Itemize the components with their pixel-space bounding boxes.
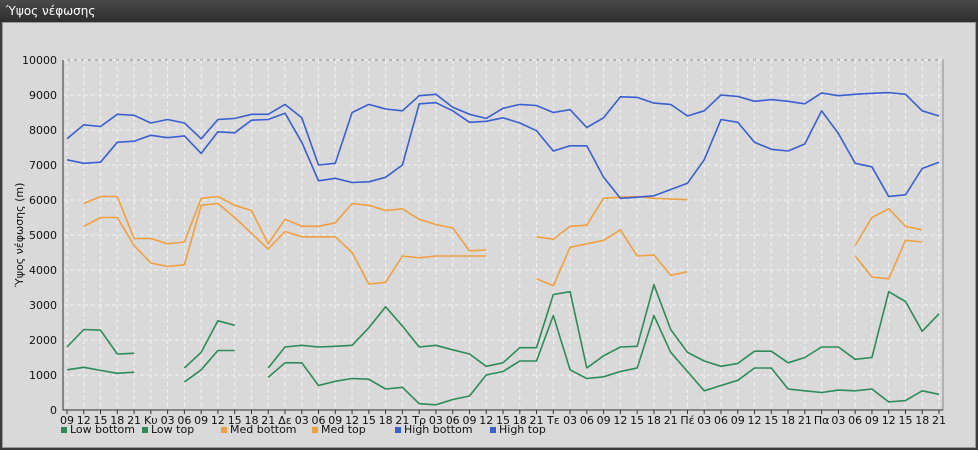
x-tick-label: 21 (932, 414, 946, 427)
y-tick-label: 1000 (29, 369, 57, 382)
x-tick-label: 15 (630, 414, 644, 427)
series-line-low-top (183, 319, 235, 369)
window-title: Ύψος νέφωσης (0, 0, 978, 22)
y-tick-label: 6000 (29, 194, 57, 207)
x-tick-label: Κυ (144, 414, 158, 427)
x-tick-label: 15 (496, 414, 510, 427)
legend-label-high-top: High top (499, 423, 546, 436)
x-tick-label: 18 (110, 414, 124, 427)
x-tick-label: 15 (228, 414, 242, 427)
series-line-low-top (267, 283, 940, 369)
x-tick-label: 21 (530, 414, 544, 427)
x-tick-label: 09 (328, 414, 342, 427)
legend-label-med-bottom: Med bottom (230, 423, 297, 436)
x-tick-label: 09 (731, 414, 745, 427)
legend-swatch-low-bottom (61, 427, 67, 433)
x-tick-label: 06 (446, 414, 460, 427)
x-tick-label: 06 (848, 414, 862, 427)
x-tick-label: 03 (831, 414, 845, 427)
y-axis-label: Ύψος νέφωσης (m) (13, 183, 26, 289)
x-tick-label: 03 (429, 414, 443, 427)
x-tick-label: 06 (177, 414, 191, 427)
y-tick-label: 5000 (29, 229, 57, 242)
legend-swatch-high-bottom (395, 427, 401, 433)
x-tick-label: 15 (94, 414, 108, 427)
x-tick-label: 15 (362, 414, 376, 427)
x-tick-label: 18 (513, 414, 527, 427)
x-tick-label: 03 (563, 414, 577, 427)
x-tick-label: 03 (161, 414, 175, 427)
x-tick-label: 12 (479, 414, 493, 427)
series-line-med-bottom (854, 239, 923, 280)
x-tick-label: Πα (814, 414, 830, 427)
legend-label-low-top: Low top (151, 423, 194, 436)
legend-swatch-med-top (312, 427, 318, 433)
y-tick-label: 0 (50, 404, 57, 417)
x-tick-label: 21 (395, 414, 409, 427)
x-tick-label: 18 (781, 414, 795, 427)
series-line-med-top (83, 195, 487, 252)
x-tick-label: 12 (613, 414, 627, 427)
x-tick-label: 18 (915, 414, 929, 427)
y-tick-label: 2000 (29, 334, 57, 347)
series-line-high-top (66, 91, 940, 166)
x-tick-label: 06 (312, 414, 326, 427)
x-tick-label: Δε (278, 414, 292, 427)
x-tick-label: 06 (714, 414, 728, 427)
series-line-low-bottom (183, 349, 235, 383)
x-tick-label: 15 (764, 414, 778, 427)
y-tick-label: 4000 (29, 264, 57, 277)
series-line-high-bottom (66, 101, 940, 200)
legend-swatch-high-top (490, 427, 496, 433)
x-tick-label: 09 (865, 414, 879, 427)
series-line-med-bottom (536, 229, 688, 287)
x-tick-label: 12 (211, 414, 225, 427)
x-tick-label: 09 (60, 414, 74, 427)
series-line-low-bottom (66, 366, 135, 375)
x-tick-label: 12 (77, 414, 91, 427)
x-tick-label: 03 (697, 414, 711, 427)
x-tick-label: 12 (345, 414, 359, 427)
x-tick-label: 18 (379, 414, 393, 427)
x-tick-label: 03 (295, 414, 309, 427)
x-tick-label: 09 (597, 414, 611, 427)
x-tick-label: 12 (748, 414, 762, 427)
x-tick-label: 06 (580, 414, 594, 427)
x-tick-label: 18 (244, 414, 258, 427)
y-tick-label: 7000 (29, 159, 57, 172)
x-tick-label: Πέ (680, 414, 694, 427)
x-tick-label: 21 (127, 414, 141, 427)
legend-label-low-bottom: Low bottom (70, 423, 135, 436)
x-tick-label: 21 (664, 414, 678, 427)
series-line-low-top (66, 328, 135, 355)
legend-swatch-low-top (142, 427, 148, 433)
y-tick-label: 9000 (29, 89, 57, 102)
legend-label-med-top: Med top (321, 423, 366, 436)
series-line-med-bottom (83, 202, 487, 285)
x-tick-label: 21 (798, 414, 812, 427)
legend-label-high-bottom: High bottom (404, 423, 473, 436)
x-tick-label: 09 (194, 414, 208, 427)
x-tick-label: 15 (898, 414, 912, 427)
series-line-low-bottom (267, 314, 940, 406)
x-tick-label: 21 (261, 414, 275, 427)
x-tick-label: 09 (462, 414, 476, 427)
series-line-med-top (536, 195, 688, 240)
y-tick-label: 3000 (29, 299, 57, 312)
series-line-med-top (854, 208, 923, 246)
y-tick-label: 8000 (29, 124, 57, 137)
legend-swatch-med-bottom (221, 427, 227, 433)
x-tick-label: Τε (546, 414, 560, 427)
y-tick-label: 10000 (22, 54, 57, 67)
x-tick-label: 18 (647, 414, 661, 427)
x-tick-label: 12 (882, 414, 896, 427)
x-tick-label: Τρ (411, 414, 426, 427)
